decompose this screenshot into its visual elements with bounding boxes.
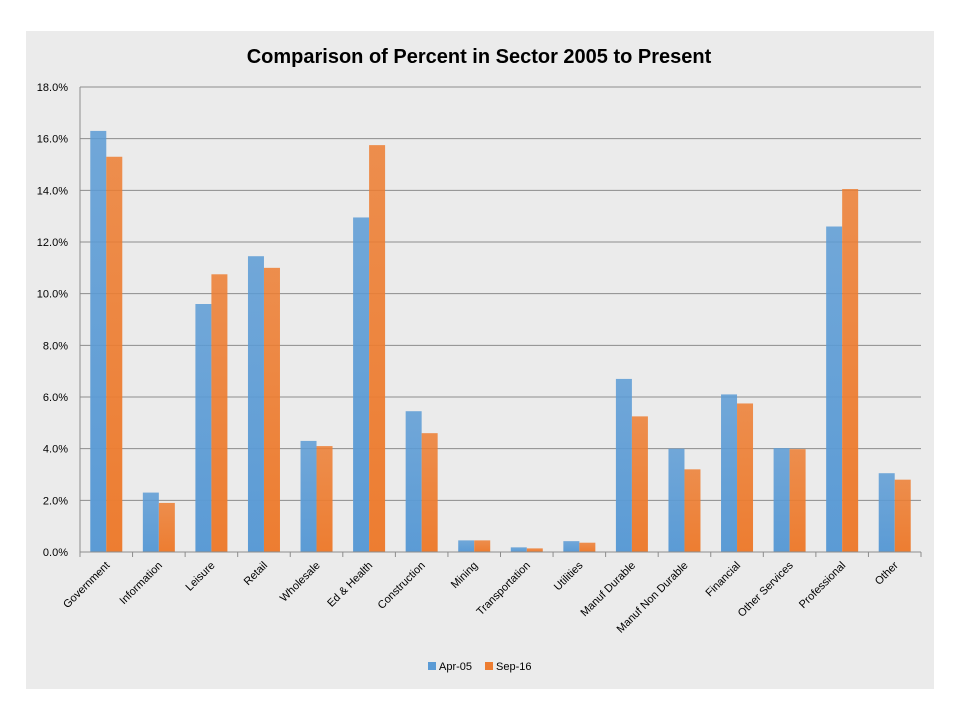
bar-sep-16-mining (474, 540, 491, 552)
bar-apr-05-government (90, 130, 107, 552)
bar-sep-16-ed-health (369, 145, 386, 552)
x-category-label: Manuf Durable (579, 560, 639, 620)
bar-sep-16-manuf-non-durable (684, 469, 701, 552)
x-category-label: Other Services (736, 559, 796, 619)
x-category-label: Transportation (475, 560, 533, 618)
bar-apr-05-other-services (773, 448, 790, 552)
bar-apr-05-professional (826, 226, 843, 552)
x-category-label: Other (873, 559, 901, 587)
bar-apr-05-leisure (195, 304, 212, 552)
bar-sep-16-utilities (579, 542, 596, 552)
x-category-label: Leisure (184, 560, 218, 594)
x-axis (79, 87, 922, 557)
bar-sep-16-leisure (211, 274, 228, 552)
x-category-label: Information (118, 560, 165, 607)
x-category-label: Government (61, 560, 112, 611)
bar-sep-16-information (158, 502, 175, 552)
bar-apr-05-wholesale (300, 440, 317, 552)
bar-apr-05-manuf-non-durable (668, 448, 685, 552)
bar-apr-05-ed-health (353, 217, 370, 553)
bar-apr-05-mining (458, 540, 475, 552)
bar-apr-05-construction (405, 411, 422, 552)
chart-area: Comparison of Percent in Sector 2005 to … (26, 31, 934, 689)
legend-label: Sep-16 (496, 661, 531, 673)
bar-sep-16-transportation (526, 548, 543, 552)
x-category-label: Wholesale (278, 560, 323, 605)
x-category-label: Financial (704, 560, 744, 600)
legend-swatch-apr-05 (428, 662, 436, 670)
y-axis-tick-labels: 0.0% 2.0% 4.0% 6.0% 8.0% 10.0% 12.0% 14.0% 16.0%… (37, 82, 68, 559)
y-tick-label: 0.0% (43, 547, 68, 559)
bar-chart: Comparison of Percent in Sector 2005 to … (37, 46, 922, 673)
bar-apr-05-utilities (563, 541, 580, 552)
y-tick-label: 6.0% (43, 392, 68, 404)
x-category-label: Professional (797, 560, 848, 611)
x-category-label: Utilities (552, 559, 586, 593)
y-tick-label: 14.0% (37, 185, 68, 197)
bar-sep-16-construction (421, 433, 438, 552)
bar-apr-05-manuf-durable (615, 378, 632, 552)
x-category-label: Ed & Health (325, 560, 375, 610)
y-tick-label: 12.0% (37, 237, 68, 249)
y-tick-label: 16.0% (37, 134, 68, 146)
legend-label: Apr-05 (439, 661, 472, 673)
legend-swatch-sep-16 (485, 662, 493, 670)
y-tick-label: 4.0% (43, 444, 68, 456)
y-tick-label: 10.0% (37, 289, 68, 301)
bar-apr-05-information (142, 492, 159, 552)
bar-sep-16-wholesale (316, 446, 333, 552)
y-tick-label: 18.0% (37, 82, 68, 94)
chart-title: Comparison of Percent in Sector 2005 to … (247, 46, 712, 68)
bar-sep-16-other (894, 479, 911, 552)
bars (90, 130, 911, 553)
bar-sep-16-professional (842, 189, 859, 552)
bar-apr-05-financial (721, 394, 738, 552)
x-category-label: Retail (242, 560, 270, 588)
y-tick-label: 8.0% (43, 340, 68, 352)
bar-sep-16-manuf-durable (631, 416, 648, 552)
x-category-label: Construction (376, 560, 428, 612)
bar-apr-05-other (878, 473, 895, 552)
x-axis-category-labels: Government Information Leisure Retail Wholes… (61, 559, 901, 635)
legend: Apr-05 Sep-16 (428, 661, 531, 673)
bar-sep-16-government (106, 156, 123, 552)
bar-sep-16-other-services (789, 449, 806, 552)
bar-apr-05-transportation (510, 547, 527, 552)
x-category-label: Mining (449, 560, 480, 591)
bar-sep-16-retail (263, 267, 280, 552)
bar-apr-05-retail (247, 256, 264, 552)
bar-sep-16-financial (737, 403, 754, 552)
y-tick-label: 2.0% (43, 495, 68, 507)
